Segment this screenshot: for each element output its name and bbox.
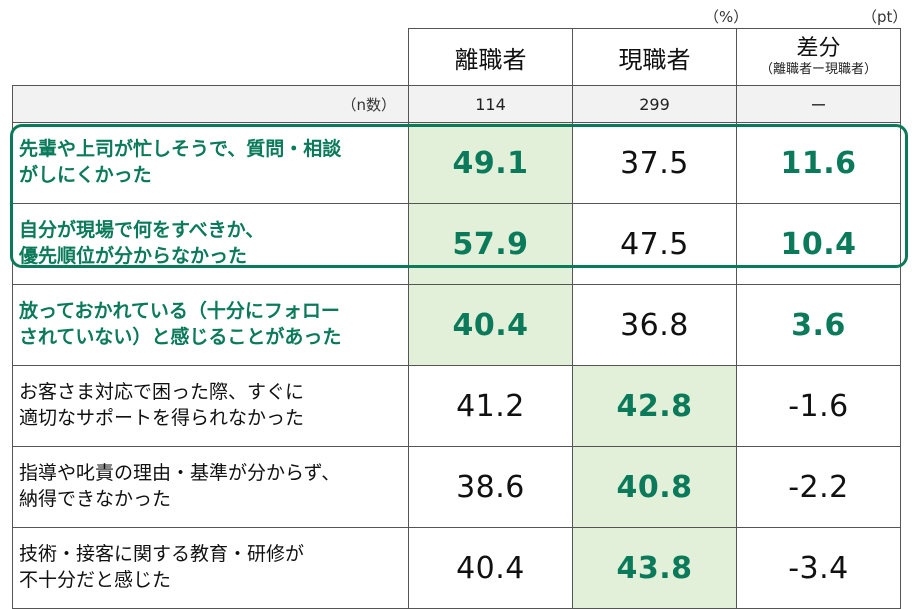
row-label-line2: 不十分だと感じた: [19, 569, 172, 591]
header-row: 離職者 現職者 差分 （離職者ー現職者）: [12, 28, 901, 86]
row-label-line1: お客さま対応で困った際、すぐに: [19, 381, 305, 404]
header-current: 現職者: [572, 28, 737, 86]
row-label: 技術・接客に関する教育・研修が 不十分だと感じた: [12, 527, 409, 609]
value-difference: -1.6: [736, 365, 901, 447]
value-difference: -2.2: [736, 446, 901, 528]
value-leavers: 57.9: [408, 203, 573, 285]
value-leavers: 41.2: [408, 365, 573, 447]
value-current: 47.5: [572, 203, 737, 285]
row-label-line1: 放っておかれている（十分にフォロー: [19, 300, 340, 323]
value-current: 37.5: [572, 122, 737, 204]
row-label-line2: 納得できなかった: [19, 488, 172, 510]
row-label-line1: 自分が現場で何をすべきか、: [19, 219, 265, 242]
row-label-line2: 適切なサポートを得られなかった: [19, 407, 305, 429]
table-row: 技術・接客に関する教育・研修が 不十分だと感じた 40.4 43.8 -3.4: [12, 527, 901, 609]
header-difference-subtitle: （離職者ー現職者）: [759, 61, 877, 77]
row-label-line2: されていない）と感じることがあった: [19, 326, 342, 348]
table-row: 放っておかれている（十分にフォロー されていない）と感じることがあった 40.4 36…: [12, 284, 901, 366]
row-label-line1: 先輩や上司が忙しそうで、質問・相談: [19, 138, 342, 161]
row-label-line2: 優先順位が分からなかった: [19, 245, 248, 267]
sample-size-difference: ー: [736, 85, 901, 123]
value-difference: -3.4: [736, 527, 901, 609]
table-body: 先輩や上司が忙しそうで、質問・相談 がしにくかった 49.1 37.5 11.6 自分が現…: [12, 122, 901, 609]
sample-size-current: 299: [572, 85, 737, 123]
row-label-line1: 技術・接客に関する教育・研修が: [19, 543, 305, 566]
sample-size-row: （n数） 114 299 ー: [12, 85, 901, 123]
table-row: お客さま対応で困った際、すぐに 適切なサポートを得られなかった 41.2 42.8 -1…: [12, 365, 901, 447]
table-row: 指導や叱責の理由・基準が分からず、 納得できなかった 38.6 40.8 -2.2: [12, 446, 901, 528]
header-difference: 差分 （離職者ー現職者）: [736, 28, 901, 86]
value-difference: 10.4: [736, 203, 901, 285]
value-difference: 11.6: [736, 122, 901, 204]
row-label: 指導や叱責の理由・基準が分からず、 納得できなかった: [12, 446, 409, 528]
comparison-table: 離職者 現職者 差分 （離職者ー現職者） （n数） 114 299 ー 先輩や上…: [12, 28, 901, 609]
unit-percent-label: （%）: [704, 8, 749, 26]
value-leavers: 38.6: [408, 446, 573, 528]
table-row: 自分が現場で何をすべきか、 優先順位が分からなかった 57.9 47.5 10.4: [12, 203, 901, 285]
value-leavers: 49.1: [408, 122, 573, 204]
sample-size-label: （n数）: [12, 85, 409, 123]
row-label-line1: 指導や叱責の理由・基準が分からず、: [19, 462, 341, 485]
value-current: 42.8: [572, 365, 737, 447]
value-difference: 3.6: [736, 284, 901, 366]
value-current: 36.8: [572, 284, 737, 366]
value-current: 40.8: [572, 446, 737, 528]
value-current: 43.8: [572, 527, 737, 609]
table-row: 先輩や上司が忙しそうで、質問・相談 がしにくかった 49.1 37.5 11.6: [12, 122, 901, 204]
value-leavers: 40.4: [408, 527, 573, 609]
row-label: お客さま対応で困った際、すぐに 適切なサポートを得られなかった: [12, 365, 409, 447]
header-empty-cell: [12, 28, 409, 86]
row-label-line2: がしにくかった: [19, 164, 152, 186]
row-label: 先輩や上司が忙しそうで、質問・相談 がしにくかった: [12, 122, 409, 204]
row-label: 放っておかれている（十分にフォロー されていない）と感じることがあった: [12, 284, 409, 366]
unit-point-label: （pt）: [862, 8, 908, 26]
header-difference-title: 差分: [796, 35, 841, 61]
sample-size-leavers: 114: [408, 85, 573, 123]
header-leavers: 離職者: [408, 28, 573, 86]
value-leavers: 40.4: [408, 284, 573, 366]
row-label: 自分が現場で何をすべきか、 優先順位が分からなかった: [12, 203, 409, 285]
